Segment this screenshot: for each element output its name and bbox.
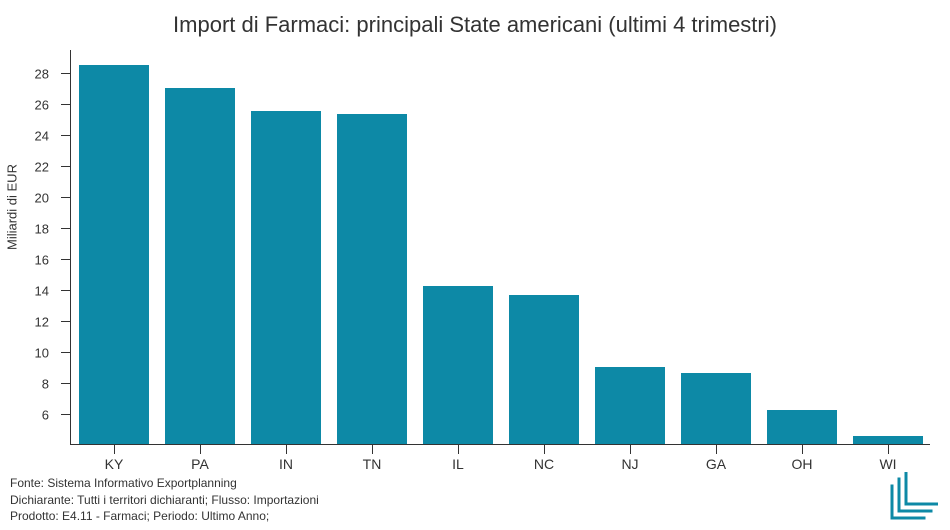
y-tick: 22 — [61, 166, 71, 167]
x-tick — [716, 444, 717, 454]
x-tick — [372, 444, 373, 454]
x-tick-label: NC — [534, 456, 554, 472]
bar — [595, 367, 666, 444]
footer-product: Prodotto: E4.11 - Farmaci; Periodo: Ulti… — [10, 508, 319, 524]
y-tick: 6 — [61, 414, 71, 415]
x-tick — [458, 444, 459, 454]
bar — [853, 436, 924, 444]
x-tick — [630, 444, 631, 454]
bar — [681, 373, 752, 444]
y-tick: 20 — [61, 197, 71, 198]
bar — [251, 111, 322, 444]
y-tick-label: 22 — [35, 160, 49, 175]
chart-container: Import di Farmaci: principali State amer… — [0, 0, 950, 530]
footer-declarant: Dichiarante: Tutti i territori dichiaran… — [10, 492, 319, 508]
y-tick: 10 — [61, 352, 71, 353]
bar — [79, 65, 150, 445]
y-tick-label: 26 — [35, 98, 49, 113]
y-tick: 8 — [61, 383, 71, 384]
x-tick — [802, 444, 803, 454]
y-tick: 18 — [61, 228, 71, 229]
x-tick-label: WI — [879, 456, 896, 472]
y-tick-label: 16 — [35, 253, 49, 268]
y-tick-label: 6 — [42, 408, 49, 423]
y-axis-label: Miliardi di EUR — [5, 164, 20, 250]
y-tick: 26 — [61, 104, 71, 105]
y-tick: 14 — [61, 290, 71, 291]
x-tick — [114, 444, 115, 454]
y-tick-label: 28 — [35, 67, 49, 82]
x-tick-label: IL — [452, 456, 464, 472]
x-tick-label: PA — [191, 456, 209, 472]
x-tick — [200, 444, 201, 454]
bar — [337, 114, 408, 444]
x-tick — [888, 444, 889, 454]
bar — [767, 410, 838, 444]
chart-title: Import di Farmaci: principali State amer… — [0, 12, 950, 38]
y-tick: 16 — [61, 259, 71, 260]
y-tick-label: 12 — [35, 315, 49, 330]
x-tick — [544, 444, 545, 454]
y-tick-label: 24 — [35, 129, 49, 144]
y-tick: 28 — [61, 73, 71, 74]
x-tick — [286, 444, 287, 454]
y-tick-label: 8 — [42, 377, 49, 392]
bar — [423, 286, 494, 444]
x-tick-label: IN — [279, 456, 293, 472]
logo-icon — [888, 472, 938, 522]
y-tick-label: 20 — [35, 191, 49, 206]
y-tick-label: 18 — [35, 222, 49, 237]
y-tick: 24 — [61, 135, 71, 136]
x-tick-label: OH — [792, 456, 813, 472]
x-tick-label: NJ — [621, 456, 638, 472]
chart-footer: Fonte: Sistema Informativo Exportplannin… — [10, 475, 319, 524]
footer-source: Fonte: Sistema Informativo Exportplannin… — [10, 475, 319, 491]
bar — [509, 295, 580, 444]
x-tick-label: GA — [706, 456, 726, 472]
y-tick-label: 10 — [35, 346, 49, 361]
plot-area: 6810121416182022242628KYPAINTNILNCNJGAOH… — [70, 50, 930, 445]
bar — [165, 88, 236, 444]
x-tick-label: TN — [363, 456, 382, 472]
y-tick-label: 14 — [35, 284, 49, 299]
y-tick: 12 — [61, 321, 71, 322]
x-tick-label: KY — [105, 456, 124, 472]
